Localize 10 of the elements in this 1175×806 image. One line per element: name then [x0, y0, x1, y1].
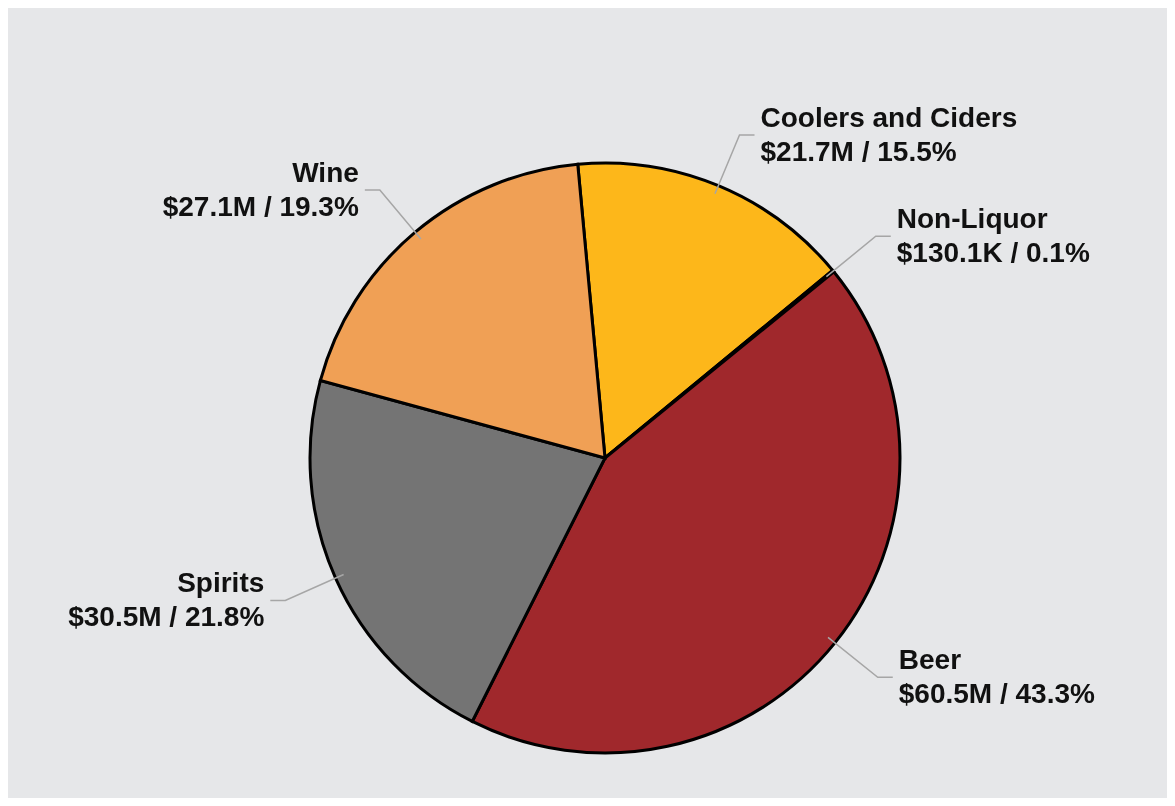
data-label: $130.1K / 0.1% [896, 237, 1090, 269]
slice-label: Wine [292, 157, 359, 189]
slice-label: Spirits [177, 567, 265, 599]
data-label: $27.1M / 19.3% [162, 191, 359, 223]
data-label: $21.7M / 15.5% [760, 135, 957, 167]
slice-label: Beer [898, 644, 962, 676]
slice-label: Non-Liquor [896, 203, 1048, 235]
data-label: $30.5M / 21.8% [68, 601, 265, 633]
data-label: $60.5M / 43.3% [898, 678, 1095, 710]
slice-label: Coolers and Ciders [760, 101, 1018, 133]
